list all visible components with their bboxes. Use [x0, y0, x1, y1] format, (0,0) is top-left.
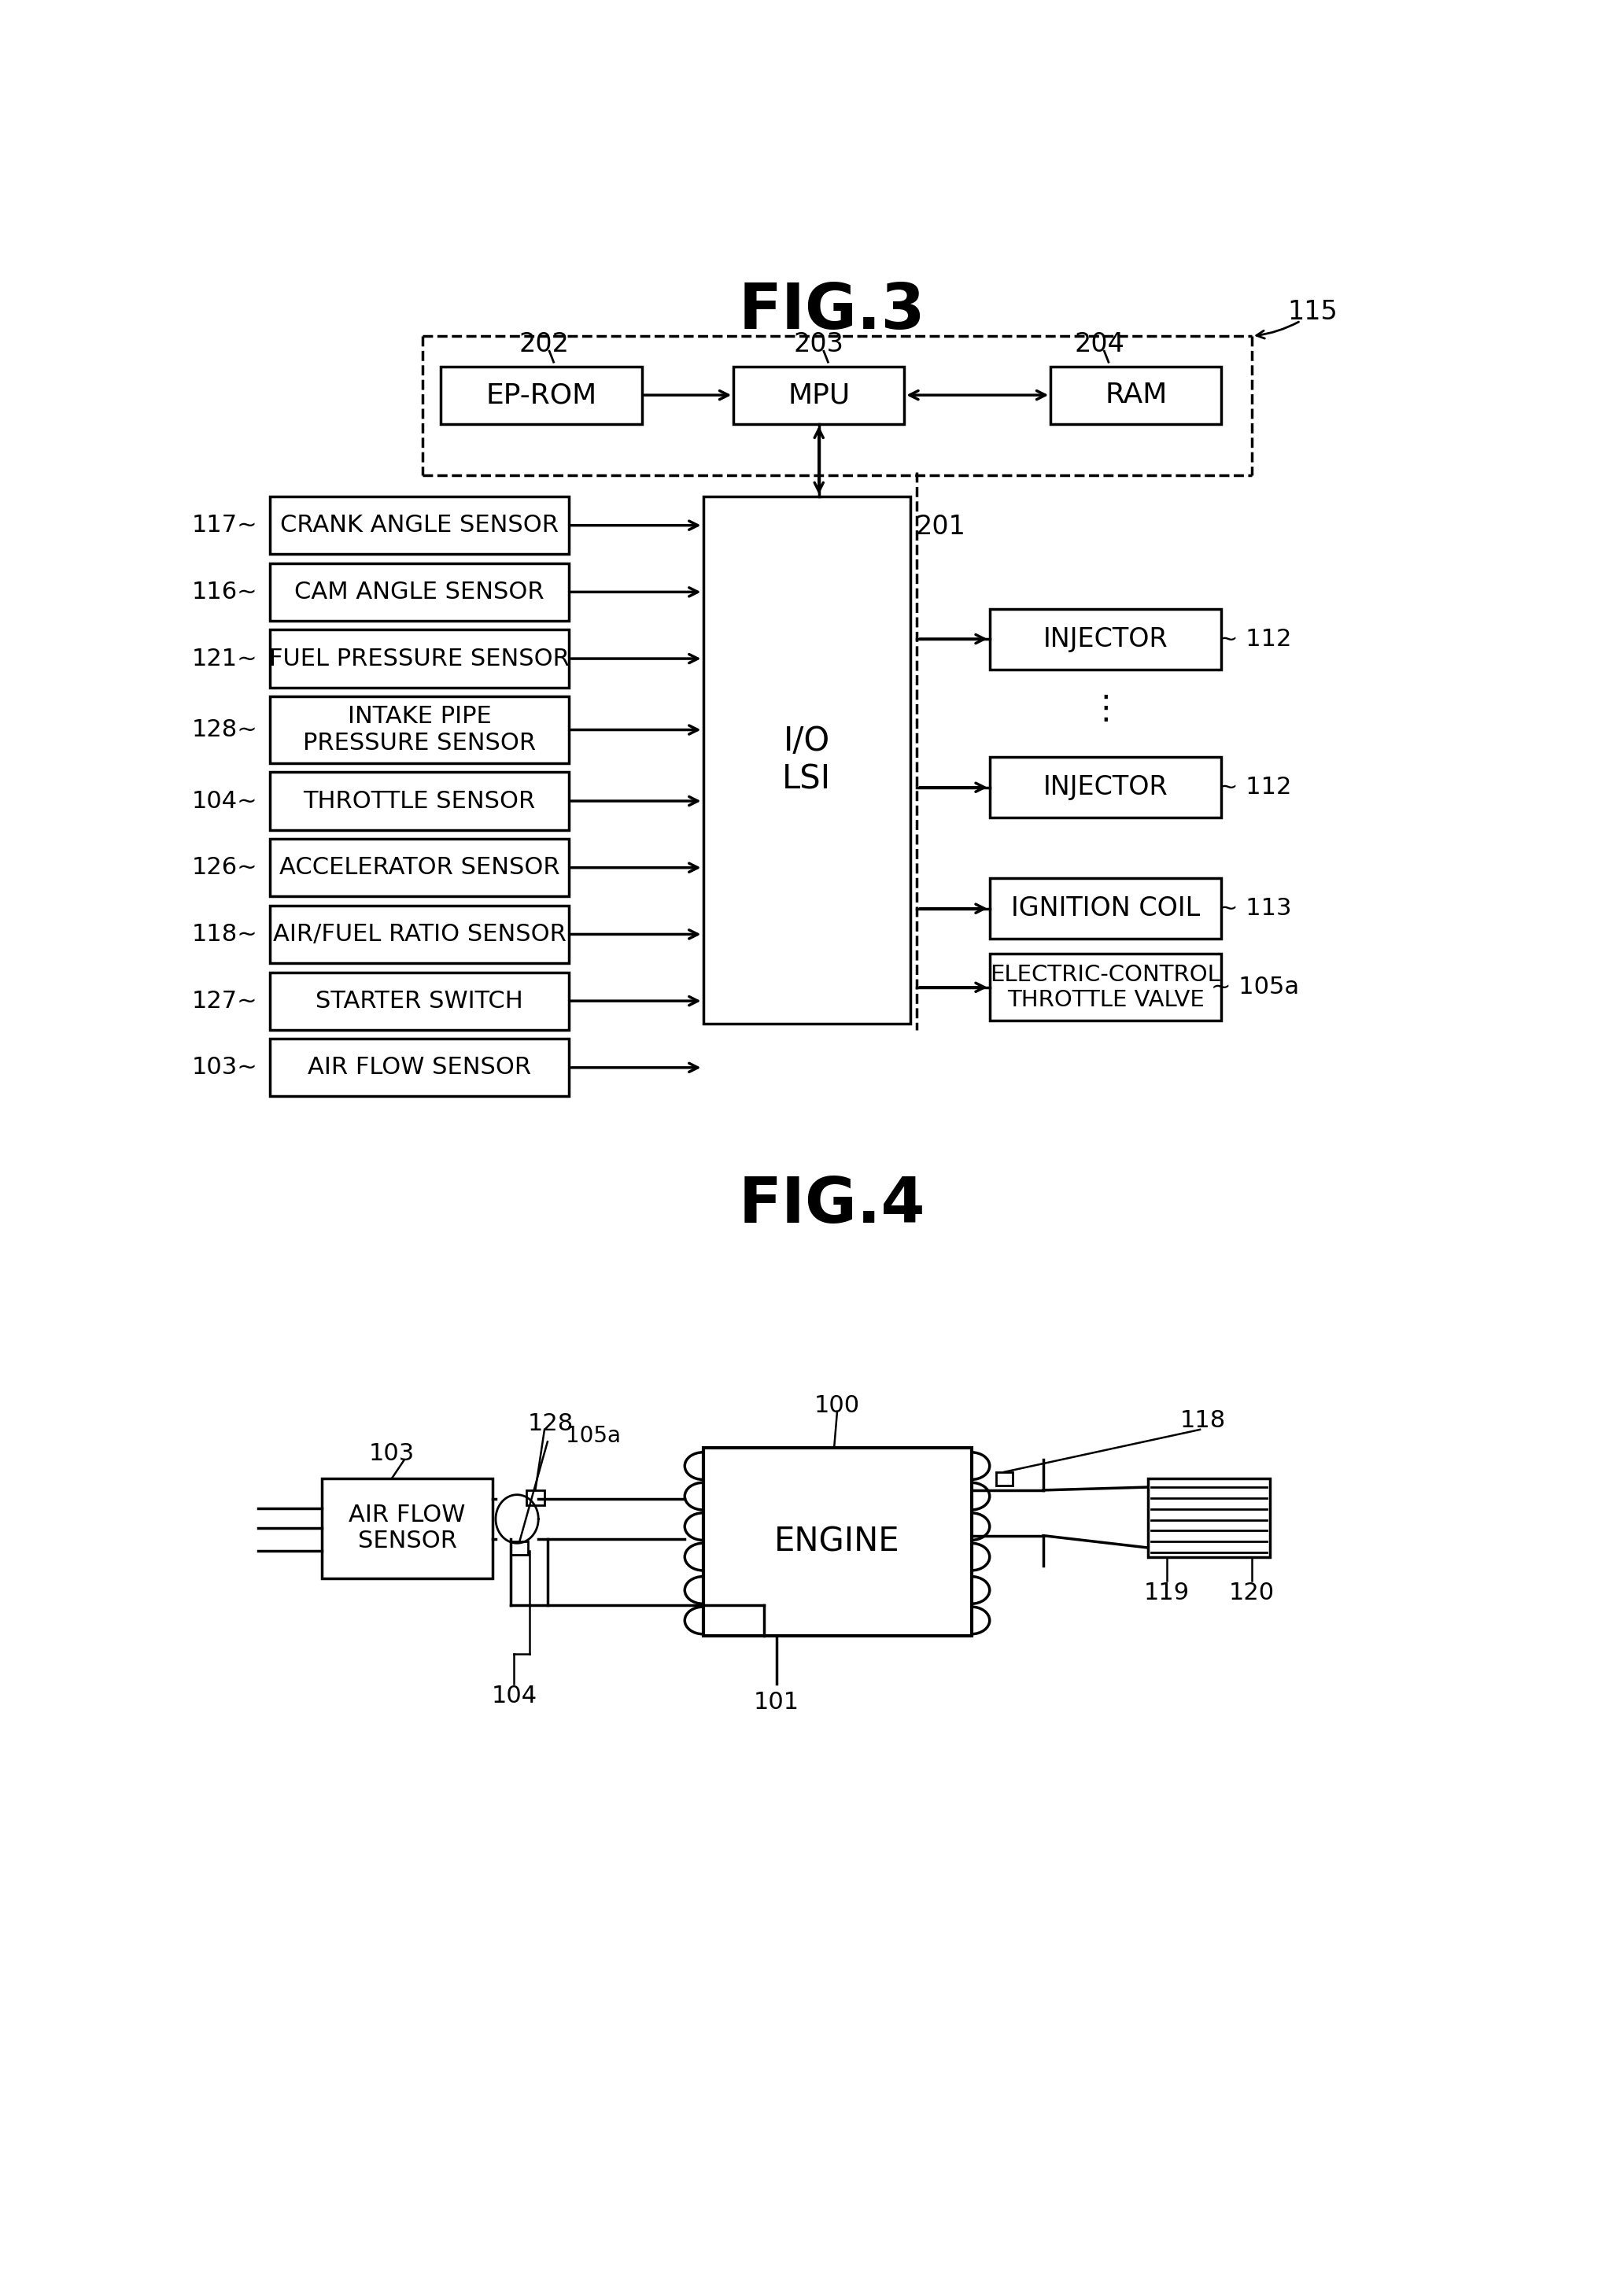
FancyBboxPatch shape — [989, 953, 1221, 1022]
Text: RAM: RAM — [1104, 381, 1168, 409]
Text: 126~: 126~ — [192, 856, 258, 878]
Text: 115: 115 — [1288, 300, 1338, 325]
FancyBboxPatch shape — [512, 1541, 528, 1555]
Text: 203: 203 — [794, 331, 844, 356]
Text: I/O
LSI: I/O LSI — [783, 724, 831, 797]
Text: 117~: 117~ — [192, 513, 258, 536]
Text: INTAKE PIPE
PRESSURE SENSOR: INTAKE PIPE PRESSURE SENSOR — [304, 706, 536, 754]
Text: 118: 118 — [1181, 1410, 1226, 1432]
Text: 121~: 121~ — [192, 647, 258, 670]
Text: STARTER SWITCH: STARTER SWITCH — [315, 990, 523, 1012]
FancyBboxPatch shape — [270, 563, 568, 620]
Text: 128~: 128~ — [192, 717, 258, 742]
Text: 127~: 127~ — [192, 990, 258, 1012]
Text: ~ 112: ~ 112 — [1218, 776, 1291, 799]
Text: 105a: 105a — [565, 1426, 620, 1446]
FancyBboxPatch shape — [989, 758, 1221, 817]
Text: EP-ROM: EP-ROM — [486, 381, 598, 409]
Text: 119: 119 — [1143, 1582, 1189, 1605]
Text: ~ 113: ~ 113 — [1218, 897, 1291, 919]
Text: 202: 202 — [520, 331, 570, 356]
FancyBboxPatch shape — [440, 365, 641, 424]
FancyBboxPatch shape — [526, 1489, 544, 1505]
Text: 120: 120 — [1229, 1582, 1275, 1605]
Text: 116~: 116~ — [192, 581, 258, 604]
FancyBboxPatch shape — [270, 1040, 568, 1096]
Text: ~ 105a: ~ 105a — [1212, 976, 1299, 999]
Text: FIG.4: FIG.4 — [739, 1176, 926, 1237]
FancyBboxPatch shape — [322, 1478, 492, 1578]
Text: 103~: 103~ — [192, 1056, 258, 1078]
Text: CAM ANGLE SENSOR: CAM ANGLE SENSOR — [294, 581, 544, 604]
FancyBboxPatch shape — [989, 608, 1221, 670]
FancyBboxPatch shape — [270, 840, 568, 897]
FancyBboxPatch shape — [734, 365, 905, 424]
FancyBboxPatch shape — [703, 1448, 971, 1637]
Text: THROTTLE SENSOR: THROTTLE SENSOR — [304, 790, 536, 813]
FancyBboxPatch shape — [270, 697, 568, 763]
Text: ⋮: ⋮ — [1090, 692, 1122, 724]
Text: INJECTOR: INJECTOR — [1043, 627, 1168, 651]
Text: 103: 103 — [369, 1441, 416, 1464]
Text: AIR FLOW SENSOR: AIR FLOW SENSOR — [307, 1056, 531, 1078]
Text: ~ 112: ~ 112 — [1218, 627, 1291, 649]
FancyBboxPatch shape — [989, 878, 1221, 940]
Text: 100: 100 — [814, 1394, 861, 1416]
Text: ENGINE: ENGINE — [775, 1525, 900, 1557]
Text: 104: 104 — [490, 1684, 538, 1707]
Text: 118~: 118~ — [192, 924, 258, 947]
Text: FUEL PRESSURE SENSOR: FUEL PRESSURE SENSOR — [270, 647, 570, 670]
Text: AIR FLOW
SENSOR: AIR FLOW SENSOR — [349, 1503, 466, 1553]
FancyBboxPatch shape — [703, 497, 911, 1024]
FancyBboxPatch shape — [270, 772, 568, 831]
FancyBboxPatch shape — [270, 497, 568, 554]
FancyBboxPatch shape — [270, 629, 568, 688]
FancyBboxPatch shape — [270, 906, 568, 962]
Text: AIR/FUEL RATIO SENSOR: AIR/FUEL RATIO SENSOR — [273, 924, 567, 947]
Text: 128: 128 — [528, 1412, 573, 1435]
Text: CRANK ANGLE SENSOR: CRANK ANGLE SENSOR — [281, 513, 559, 536]
FancyBboxPatch shape — [996, 1471, 1013, 1485]
Text: ELECTRIC-CONTROL
THROTTLE VALVE: ELECTRIC-CONTROL THROTTLE VALVE — [991, 962, 1221, 1010]
Text: FIG.3: FIG.3 — [739, 281, 926, 343]
Text: 104~: 104~ — [192, 790, 258, 813]
Text: 201: 201 — [916, 513, 966, 540]
FancyBboxPatch shape — [1051, 365, 1221, 424]
Text: MPU: MPU — [788, 381, 849, 409]
Text: ACCELERATOR SENSOR: ACCELERATOR SENSOR — [279, 856, 560, 878]
Text: IGNITION COIL: IGNITION COIL — [1012, 897, 1200, 922]
Text: 204: 204 — [1073, 331, 1124, 356]
FancyBboxPatch shape — [270, 972, 568, 1031]
Text: 101: 101 — [754, 1691, 799, 1714]
Text: INJECTOR: INJECTOR — [1043, 774, 1168, 801]
